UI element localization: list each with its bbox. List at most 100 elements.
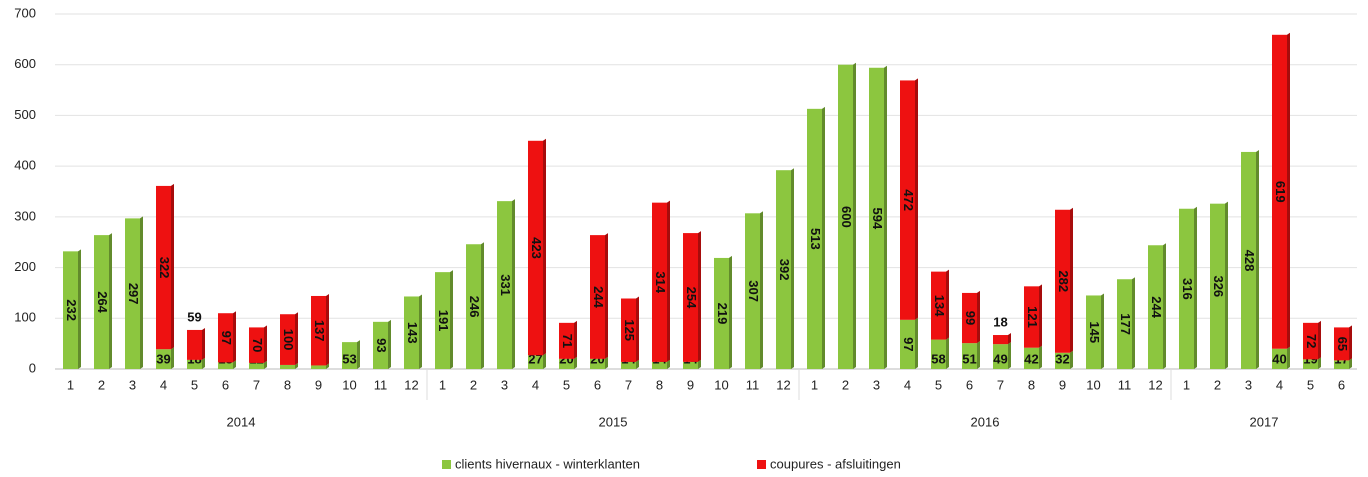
x-tick-label: 1 — [67, 377, 74, 392]
bar-segment — [1303, 359, 1318, 369]
x-tick-label: 7 — [253, 377, 260, 392]
bar-side — [977, 290, 980, 344]
bar-side — [605, 233, 608, 359]
value-label: 232 — [64, 299, 79, 321]
bar-side — [574, 320, 577, 359]
bar-side — [1256, 149, 1259, 369]
value-label: 72 — [1304, 334, 1319, 348]
bar-side — [915, 78, 918, 320]
bar-segment — [187, 329, 202, 360]
bar-side — [698, 231, 701, 362]
bar-side — [233, 311, 236, 363]
bar-side — [171, 183, 174, 350]
bar-segment — [683, 361, 698, 369]
value-label: 58 — [931, 351, 945, 366]
bar-segment — [993, 335, 1008, 345]
bar-side — [1070, 350, 1073, 369]
value-label: 513 — [808, 228, 823, 250]
value-label: 264 — [95, 291, 110, 313]
x-tick-label: 4 — [160, 377, 167, 392]
bar-segment — [1272, 34, 1287, 349]
bar-side — [574, 356, 577, 369]
bar-side — [295, 362, 298, 369]
bar-side — [202, 327, 205, 360]
value-label: 59 — [187, 309, 201, 324]
bar-segment — [1272, 348, 1287, 369]
y-tick-label: 400 — [14, 158, 36, 173]
x-tick-label: 2 — [470, 377, 477, 392]
bar-side — [1070, 207, 1073, 353]
x-tick-label: 5 — [935, 377, 942, 392]
bar-side — [1318, 357, 1321, 369]
bar-side — [171, 347, 174, 369]
bar-side — [1132, 277, 1135, 369]
x-tick-label: 9 — [315, 377, 322, 392]
x-tick-label: 9 — [1059, 377, 1066, 392]
bar-segment — [559, 358, 574, 369]
bar-side — [233, 360, 236, 369]
bar-segment — [1086, 295, 1101, 369]
value-label: 191 — [436, 310, 451, 332]
bar-segment — [342, 342, 357, 369]
x-tick-label: 3 — [1245, 377, 1252, 392]
x-tick-label: 5 — [1307, 377, 1314, 392]
x-tick-label: 10 — [714, 377, 728, 392]
x-tick-label: 11 — [746, 377, 760, 392]
bar-side — [388, 319, 391, 369]
bar-segment — [962, 292, 977, 344]
value-label: 137 — [312, 320, 327, 342]
bar-side — [326, 363, 329, 369]
bar-side — [543, 138, 546, 356]
x-tick-label: 3 — [501, 377, 508, 392]
value-label: 307 — [746, 280, 761, 302]
y-tick-label: 500 — [14, 107, 36, 122]
bar-segment — [249, 362, 264, 369]
value-label: 282 — [1056, 270, 1071, 292]
bar-segment — [249, 327, 264, 363]
y-tick-label: 100 — [14, 310, 36, 325]
x-tick-label: 2 — [98, 377, 105, 392]
value-label: 322 — [157, 257, 172, 279]
bar-segment — [373, 321, 388, 369]
value-label: 244 — [591, 286, 606, 308]
bar-side — [1008, 342, 1011, 369]
bar-side — [853, 62, 856, 369]
bar-segment — [218, 362, 233, 369]
bar-segment — [962, 343, 977, 369]
legend-swatch — [757, 460, 766, 469]
x-tick-label: 5 — [191, 377, 198, 392]
value-label: 100 — [281, 329, 296, 351]
value-label: 70 — [250, 338, 265, 352]
bar-segment — [1055, 352, 1070, 369]
bar-segment — [466, 244, 481, 369]
value-label: 326 — [1211, 275, 1226, 297]
bar-side — [605, 356, 608, 369]
group-label: 2017 — [1250, 414, 1279, 429]
bar-side — [419, 294, 422, 369]
bar-segment — [528, 140, 543, 356]
bar-side — [543, 353, 546, 369]
group-label: 2016 — [971, 414, 1000, 429]
value-label: 254 — [684, 287, 699, 309]
value-label: 39 — [156, 351, 170, 366]
y-tick-label: 0 — [29, 360, 36, 375]
value-label: 121 — [1025, 306, 1040, 328]
bar-side — [1287, 32, 1290, 349]
bar-side — [1039, 345, 1042, 369]
bar-segment — [1148, 245, 1163, 369]
value-label: 97 — [219, 331, 234, 345]
x-tick-label: 12 — [776, 377, 790, 392]
bar-side — [512, 199, 515, 369]
x-tick-label: 4 — [532, 377, 539, 392]
bar-side — [1194, 206, 1197, 369]
y-tick-label: 700 — [14, 5, 36, 20]
bar-side — [1101, 293, 1104, 369]
bar-segment — [1024, 347, 1039, 369]
bar-side — [946, 337, 949, 369]
legend-label: clients hivernaux - winterklanten — [455, 456, 640, 471]
value-label: 42 — [1024, 351, 1038, 366]
value-label: 134 — [932, 295, 947, 317]
bar-segment — [1210, 203, 1225, 369]
x-tick-label: 12 — [1148, 377, 1162, 392]
bar-side — [636, 296, 639, 362]
